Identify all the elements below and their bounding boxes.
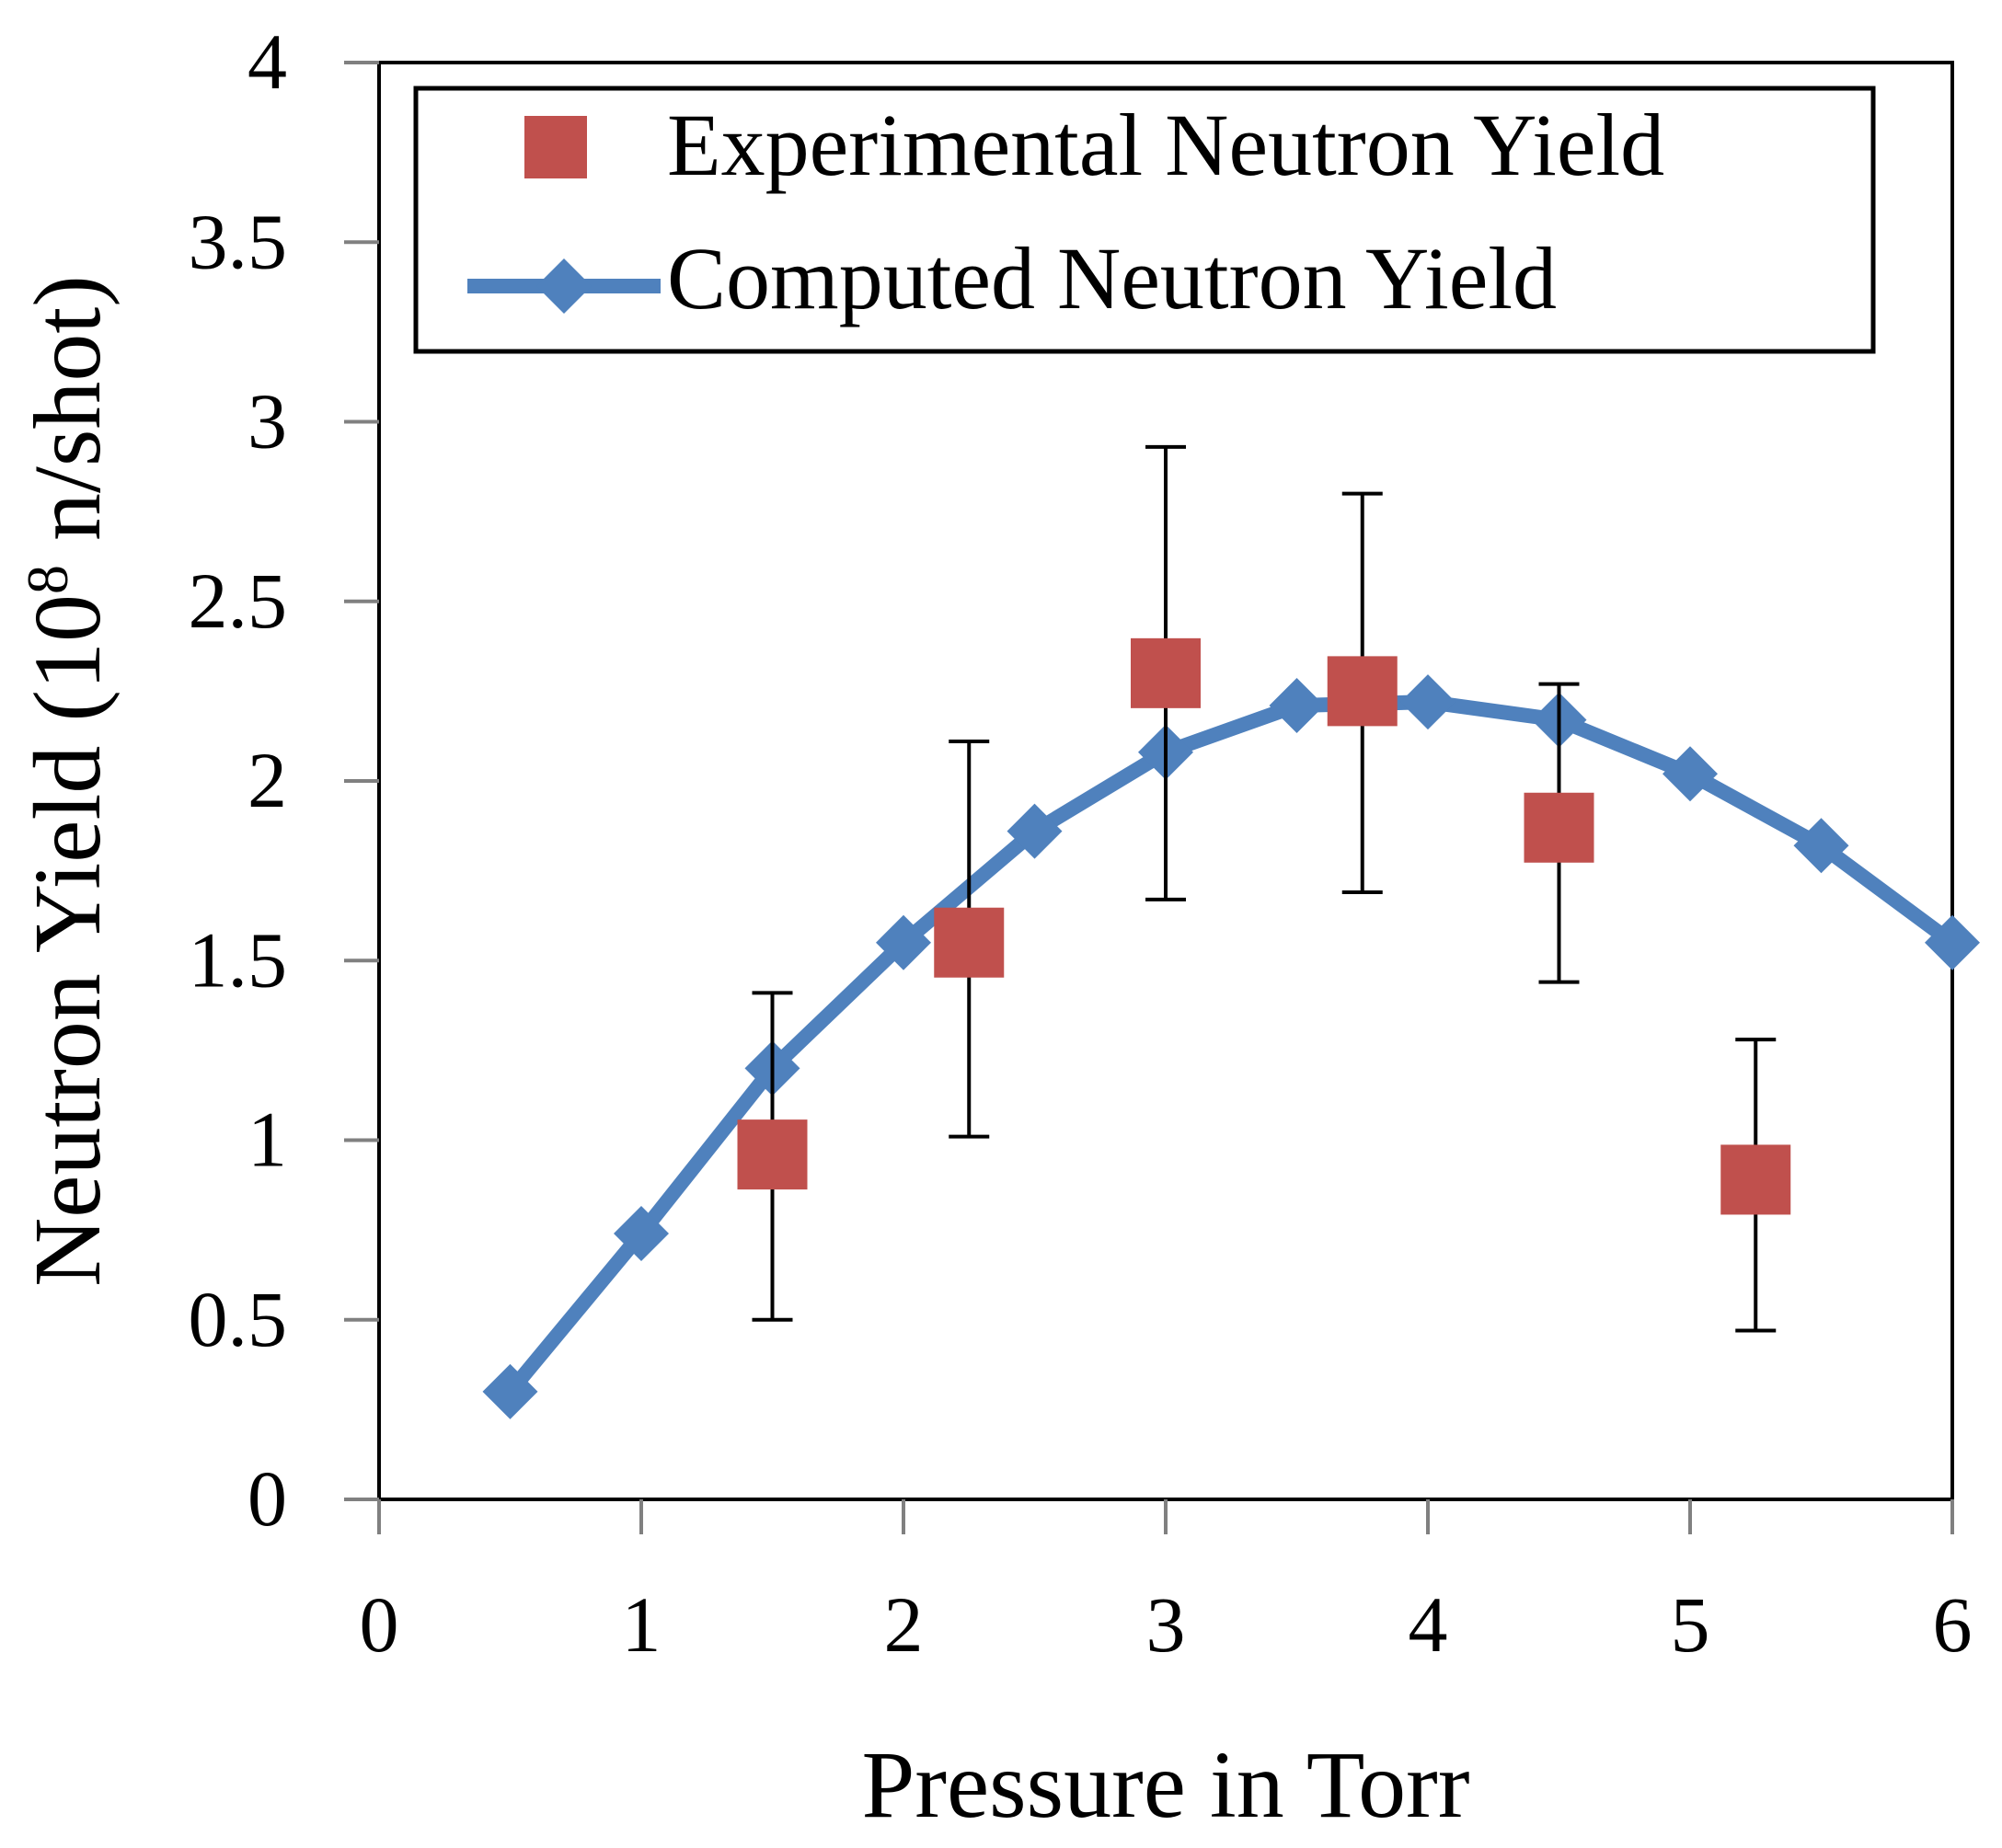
x-tick-label: 6 <box>1933 1580 1973 1669</box>
axis-labels: Pressure in Torr Neutron Yield (108 n/sho… <box>15 275 1470 1838</box>
computed-yield-line <box>502 694 1960 1399</box>
y-tick-label: 0.5 <box>189 1275 288 1363</box>
x-tick-label: 5 <box>1671 1580 1710 1669</box>
x-tick-label: 1 <box>622 1580 662 1669</box>
y-axis-title-superscript: 8 <box>15 565 80 594</box>
legend-experimental-label: Experimental Neutron Yield <box>667 96 1664 194</box>
computed-yield-point <box>1269 677 1325 733</box>
experimental-yield-point <box>1524 792 1594 863</box>
legend: Experimental Neutron Yield Computed Neutr… <box>413 86 1876 354</box>
computed-yield-point <box>614 1206 669 1262</box>
x-tick-label: 3 <box>1146 1580 1186 1669</box>
experimental-yield-point <box>1327 656 1398 727</box>
computed-yield-point <box>1007 803 1063 859</box>
legend-computed-label: Computed Neutron Yield <box>667 229 1557 327</box>
experimental-yield-point <box>1720 1144 1791 1215</box>
y-tick-label: 3 <box>247 377 287 465</box>
experimental-yield-point <box>737 1119 808 1190</box>
experimental-yield-point <box>934 907 1005 978</box>
y-tick-label: 3.5 <box>189 197 288 285</box>
y-axis-title-tail: n/shot) <box>15 275 121 565</box>
experimental-yield-point <box>1131 637 1201 708</box>
computed-yield-point <box>1400 674 1455 730</box>
y-tick-label: 2.5 <box>189 557 288 645</box>
computed-yield-point <box>1925 914 1980 970</box>
computed-yield-point <box>1663 746 1718 802</box>
y-tick-label: 1.5 <box>189 915 288 1004</box>
x-tick-label: 2 <box>884 1580 924 1669</box>
y-axis-title: Neutron Yield (108 n/shot) <box>15 275 121 1287</box>
legend-computed-marker <box>536 258 592 314</box>
computed-yield-point <box>1793 818 1849 874</box>
y-tick-label: 1 <box>247 1096 287 1184</box>
x-tick-label: 4 <box>1409 1580 1448 1669</box>
computed-yield-point <box>876 914 931 970</box>
x-axis-title: Pressure in Torr <box>862 1732 1470 1838</box>
y-tick-label: 4 <box>247 17 287 106</box>
ticks: 0 0.5 1 1.5 2 2.5 3 3.5 4 0 1 2 3 4 5 6 <box>189 17 1973 1669</box>
legend-box <box>413 86 1876 354</box>
series <box>482 444 1980 1419</box>
x-tick-label: 0 <box>360 1580 399 1669</box>
y-tick-label: 2 <box>247 736 287 824</box>
y-axis-title-main: Neutron Yield (10 <box>15 594 121 1287</box>
computed-yield-point <box>482 1363 538 1419</box>
legend-experimental-marker <box>524 116 587 178</box>
y-tick-label: 0 <box>247 1454 287 1543</box>
